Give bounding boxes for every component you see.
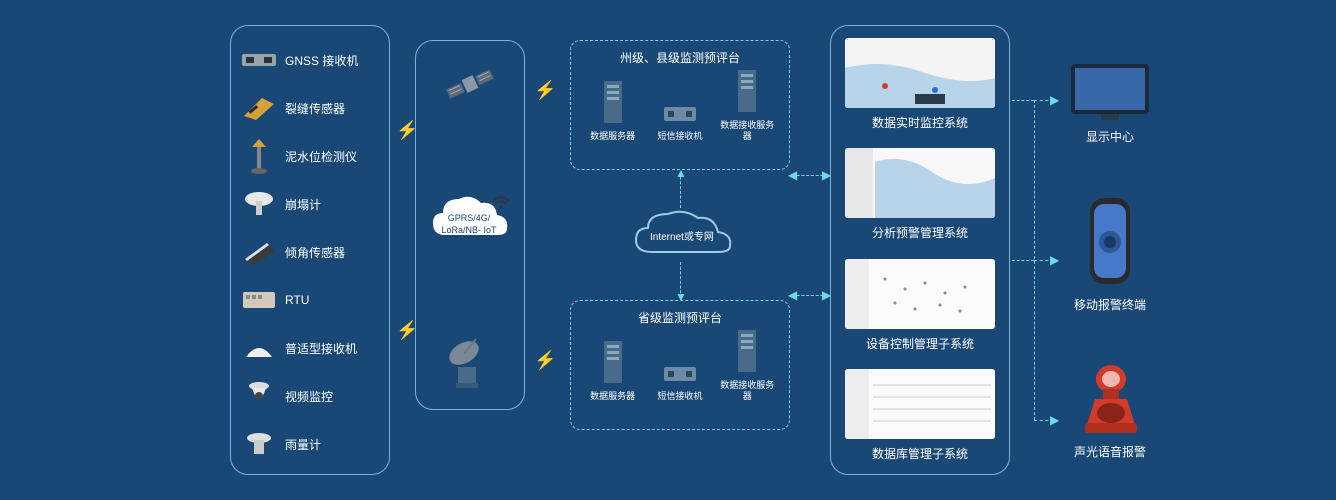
sensor-panel: GNSS 接收机 裂缝传感器 泥水位检测仪 崩塌计 倾角传感器 RTU 普适: [230, 25, 390, 475]
server-label: 数据接收服务器: [717, 120, 777, 142]
sensor-item: 视频监控: [239, 372, 381, 420]
sensor-label: 倾角传感器: [285, 244, 345, 261]
system-thumbnail: [845, 38, 995, 108]
sensor-item: RTU: [239, 276, 381, 324]
sensor-label: 普适型接收机: [285, 340, 357, 357]
sensor-label: GNSS 接收机: [285, 52, 358, 69]
system-item: 数据库管理子系统: [841, 369, 999, 462]
bolt-icon: ⚡: [396, 120, 418, 141]
server-panel-title: 省级监测预评台: [579, 309, 781, 326]
mud-level-icon: [239, 138, 279, 174]
system-label: 数据实时监控系统: [872, 114, 968, 131]
phone-icon: [1082, 194, 1138, 290]
alarm-icon: [1077, 361, 1143, 437]
cloud-label: GPRS/4G/ LoRa/NB- IoT: [439, 213, 499, 236]
output-label: 显示中心: [1086, 128, 1134, 145]
system-item: 数据实时监控系统: [841, 38, 999, 131]
ground-station-icon: [440, 331, 500, 391]
output-item: 移动报警终端: [1050, 194, 1170, 313]
output-item: 声光语音报警: [1050, 361, 1170, 460]
output-column: 显示中心 移动报警终端 声光语音报警: [1050, 60, 1170, 460]
internet-cloud-icon: Internet或专网: [628, 206, 738, 264]
server-label: 短信接收机: [657, 131, 702, 142]
arrow-up-icon: ▲: [675, 166, 687, 180]
system-thumbnail: [845, 369, 995, 439]
sensor-label: 崩塌计: [285, 196, 321, 213]
sensor-label: RTU: [285, 293, 309, 307]
output-item: 显示中心: [1050, 60, 1170, 145]
server-icon: [600, 337, 626, 387]
system-item: 设备控制管理子系统: [841, 259, 999, 352]
tilt-sensor-icon: [239, 234, 279, 270]
satellite-icon: [440, 59, 500, 109]
server-label: 数据接收服务器: [717, 380, 777, 402]
receiver-icon: [239, 330, 279, 366]
sensor-item: 雨量计: [239, 420, 381, 468]
sms-receiver-icon: [660, 101, 700, 127]
sensor-item: 崩塌计: [239, 180, 381, 228]
server-col: 数据接收服务器: [717, 66, 777, 142]
collapse-meter-icon: [239, 186, 279, 222]
systems-panel: 数据实时监控系统 分析预警管理系统 设备控制管理子系统 数据库管理子系统: [830, 25, 1010, 475]
server-col: 短信接收机: [650, 361, 710, 402]
bolt-icon: ⚡: [534, 80, 556, 101]
system-thumbnail: [845, 259, 995, 329]
crack-sensor-icon: [239, 90, 279, 126]
server-icon: [600, 77, 626, 127]
arrow-down-icon: ▼: [675, 290, 687, 304]
server-col: 数据服务器: [583, 77, 643, 142]
comm-panel: GPRS/4G/ LoRa/NB- IoT: [415, 40, 525, 410]
bolt-icon: ⚡: [396, 320, 418, 341]
connector-line: [1012, 100, 1034, 101]
sensor-item: 泥水位检测仪: [239, 132, 381, 180]
server-panel-bottom: 省级监测预评台 数据服务器 短信接收机 数据接收服务器: [570, 300, 790, 430]
server-col: 数据接收服务器: [717, 326, 777, 402]
system-thumbnail: [845, 148, 995, 218]
connector-line: [1012, 260, 1034, 261]
server-label: 数据服务器: [590, 391, 635, 402]
sensor-item: 普适型接收机: [239, 324, 381, 372]
sensor-label: 裂缝传感器: [285, 100, 345, 117]
wifi-icon: [489, 185, 513, 209]
bolt-icon: ⚡: [534, 350, 556, 371]
sensor-label: 泥水位检测仪: [285, 148, 357, 165]
output-label: 声光语音报警: [1074, 443, 1146, 460]
arrow-left-icon: ◀: [788, 288, 797, 302]
system-label: 设备控制管理子系统: [866, 335, 974, 352]
gnss-icon: [239, 42, 279, 78]
sms-receiver-icon: [660, 361, 700, 387]
comm-cloud-icon: GPRS/4G/ LoRa/NB- IoT: [425, 185, 515, 255]
internet-label: Internet或专网: [650, 228, 714, 243]
server-col: 数据服务器: [583, 337, 643, 402]
arrow-left-icon: ◀: [788, 168, 797, 182]
camera-icon: [239, 378, 279, 414]
system-item: 分析预警管理系统: [841, 148, 999, 241]
monitor-icon: [1065, 60, 1155, 122]
rain-gauge-icon: [239, 426, 279, 462]
sensor-item: 裂缝传感器: [239, 84, 381, 132]
system-label: 数据库管理子系统: [872, 445, 968, 462]
system-label: 分析预警管理系统: [872, 224, 968, 241]
output-label: 移动报警终端: [1074, 296, 1146, 313]
server-icon: [734, 326, 760, 376]
sensor-label: 雨量计: [285, 436, 321, 453]
server-panel-top: 州级、县级监测预评台 数据服务器 短信接收机 数据接收服务器: [570, 40, 790, 170]
rtu-icon: [239, 282, 279, 318]
sensor-item: 倾角传感器: [239, 228, 381, 276]
server-label: 短信接收机: [657, 391, 702, 402]
sensor-item: GNSS 接收机: [239, 36, 381, 84]
server-panel-title: 州级、县级监测预评台: [579, 49, 781, 66]
server-col: 短信接收机: [650, 101, 710, 142]
server-label: 数据服务器: [590, 131, 635, 142]
server-icon: [734, 66, 760, 116]
sensor-label: 视频监控: [285, 388, 333, 405]
